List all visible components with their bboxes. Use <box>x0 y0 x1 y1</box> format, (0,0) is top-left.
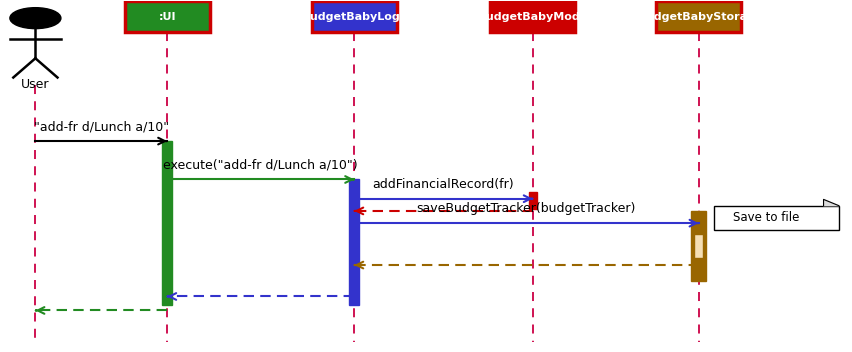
Text: :BudgetBabyStorage: :BudgetBabyStorage <box>633 12 763 22</box>
Bar <box>694 234 702 258</box>
Text: saveBudgetTracker(budgetTracker): saveBudgetTracker(budgetTracker) <box>417 202 636 215</box>
Bar <box>690 211 705 281</box>
Text: addFinancialRecord(fr): addFinancialRecord(fr) <box>372 178 514 191</box>
Bar <box>348 180 359 305</box>
Bar <box>528 192 537 209</box>
Text: "add-fr d/Lunch a/10": "add-fr d/Lunch a/10" <box>34 120 169 133</box>
Bar <box>124 1 210 32</box>
Bar <box>655 1 740 32</box>
Text: execute("add-fr d/Lunch a/10"): execute("add-fr d/Lunch a/10") <box>164 159 358 172</box>
Circle shape <box>10 8 60 29</box>
Text: User: User <box>21 78 49 91</box>
Text: :UI: :UI <box>158 12 176 22</box>
Bar <box>490 1 574 32</box>
Polygon shape <box>822 199 838 206</box>
Text: :BudgetBabyLogic: :BudgetBabyLogic <box>297 12 411 22</box>
Text: :BudgetBabyModel: :BudgetBabyModel <box>473 12 591 22</box>
Bar <box>162 141 172 305</box>
Bar <box>311 1 396 32</box>
Text: Save to file: Save to file <box>733 212 798 225</box>
Bar <box>713 206 838 230</box>
